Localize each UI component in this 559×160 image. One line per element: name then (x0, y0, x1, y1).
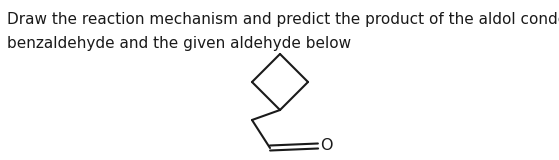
Text: O: O (320, 139, 333, 153)
Text: Draw the reaction mechanism and predict the product of the aldol condensation be: Draw the reaction mechanism and predict … (7, 12, 559, 27)
Text: benzaldehyde and the given aldehyde below: benzaldehyde and the given aldehyde belo… (7, 36, 351, 51)
